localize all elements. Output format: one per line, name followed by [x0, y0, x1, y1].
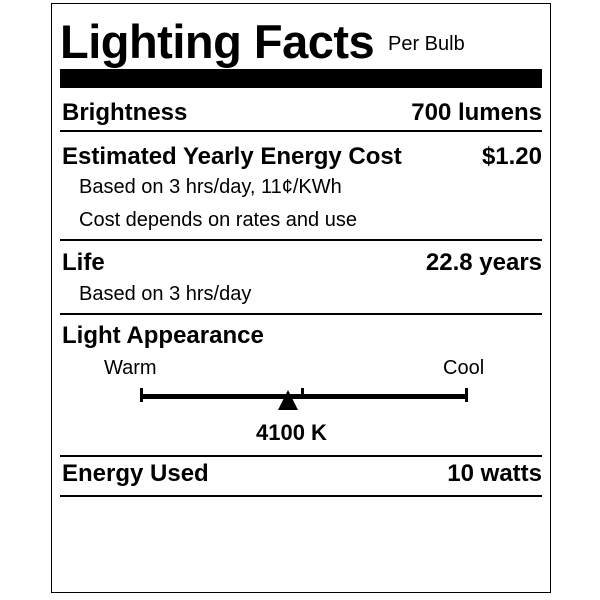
color-temperature-scale	[140, 394, 468, 399]
energy-cost-value: $1.20	[481, 143, 542, 170]
scale-tick	[301, 388, 304, 396]
cool-label: Cool	[443, 357, 485, 379]
energy-used-label: Energy Used	[62, 460, 209, 487]
energy-cost-note: Based on 3 hrs/day, 11¢/KWh	[79, 176, 342, 198]
scale-tick	[465, 388, 468, 402]
divider	[60, 455, 542, 457]
label-title: Lighting Facts	[60, 15, 375, 68]
label-subtitle: Per Bulb	[388, 33, 465, 55]
energy-cost-label: Estimated Yearly Energy Cost	[62, 143, 402, 170]
energy-cost-note: Cost depends on rates and use	[79, 209, 357, 231]
life-value: 22.8 years	[425, 249, 542, 276]
brightness-label: Brightness	[62, 99, 188, 126]
temperature-marker	[277, 390, 298, 410]
header-bar	[60, 69, 542, 88]
light-appearance-label: Light Appearance	[62, 322, 264, 349]
color-temperature-value: 4100 K	[256, 420, 327, 445]
life-note: Based on 3 hrs/day	[79, 283, 252, 305]
divider	[60, 313, 542, 315]
divider	[60, 239, 542, 241]
life-label: Life	[62, 249, 105, 276]
brightness-value: 700 lumens	[411, 99, 542, 126]
divider	[60, 130, 542, 132]
energy-used-value: 10 watts	[447, 460, 542, 487]
divider	[60, 495, 542, 497]
label-frame	[51, 3, 551, 593]
scale-tick	[140, 388, 143, 402]
warm-label: Warm	[104, 357, 157, 379]
